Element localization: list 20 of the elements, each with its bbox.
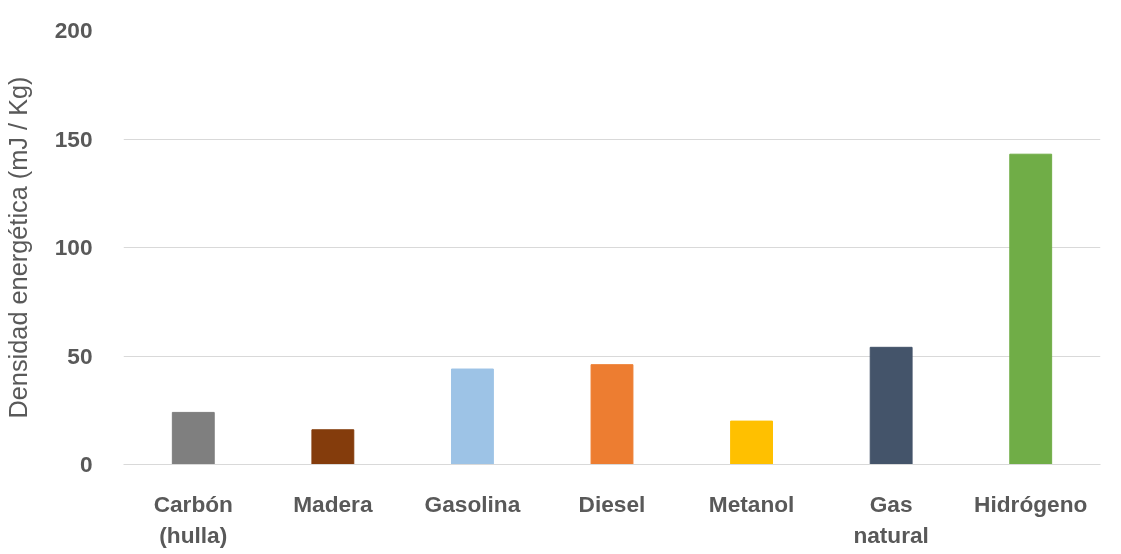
y-tick-label: 150 — [54, 125, 93, 152]
x-tick-label: Diesel — [578, 490, 646, 517]
bar — [171, 411, 215, 465]
y-tick-label: 200 — [54, 17, 93, 43]
y-axis-title: Densidad energética (mJ / Kg) — [3, 76, 32, 419]
x-tick-label: Metanol — [708, 490, 795, 517]
x-tick-label: Carbón (hulla) — [153, 490, 233, 548]
y-tick-label: 100 — [54, 234, 93, 260]
bar — [590, 364, 634, 465]
x-tick-label: Madera — [293, 490, 373, 517]
bar — [1009, 153, 1053, 465]
bar — [450, 368, 494, 465]
x-tick-label: Hidrógeno — [974, 490, 1088, 517]
y-tick-label: 0 — [79, 451, 93, 477]
y-tick-label: 50 — [67, 342, 93, 369]
x-tick-label: Gas natural — [853, 490, 929, 548]
bar — [730, 420, 774, 465]
x-tick-label: Gasolina — [424, 490, 521, 517]
bar — [311, 429, 355, 465]
bar — [869, 346, 913, 465]
